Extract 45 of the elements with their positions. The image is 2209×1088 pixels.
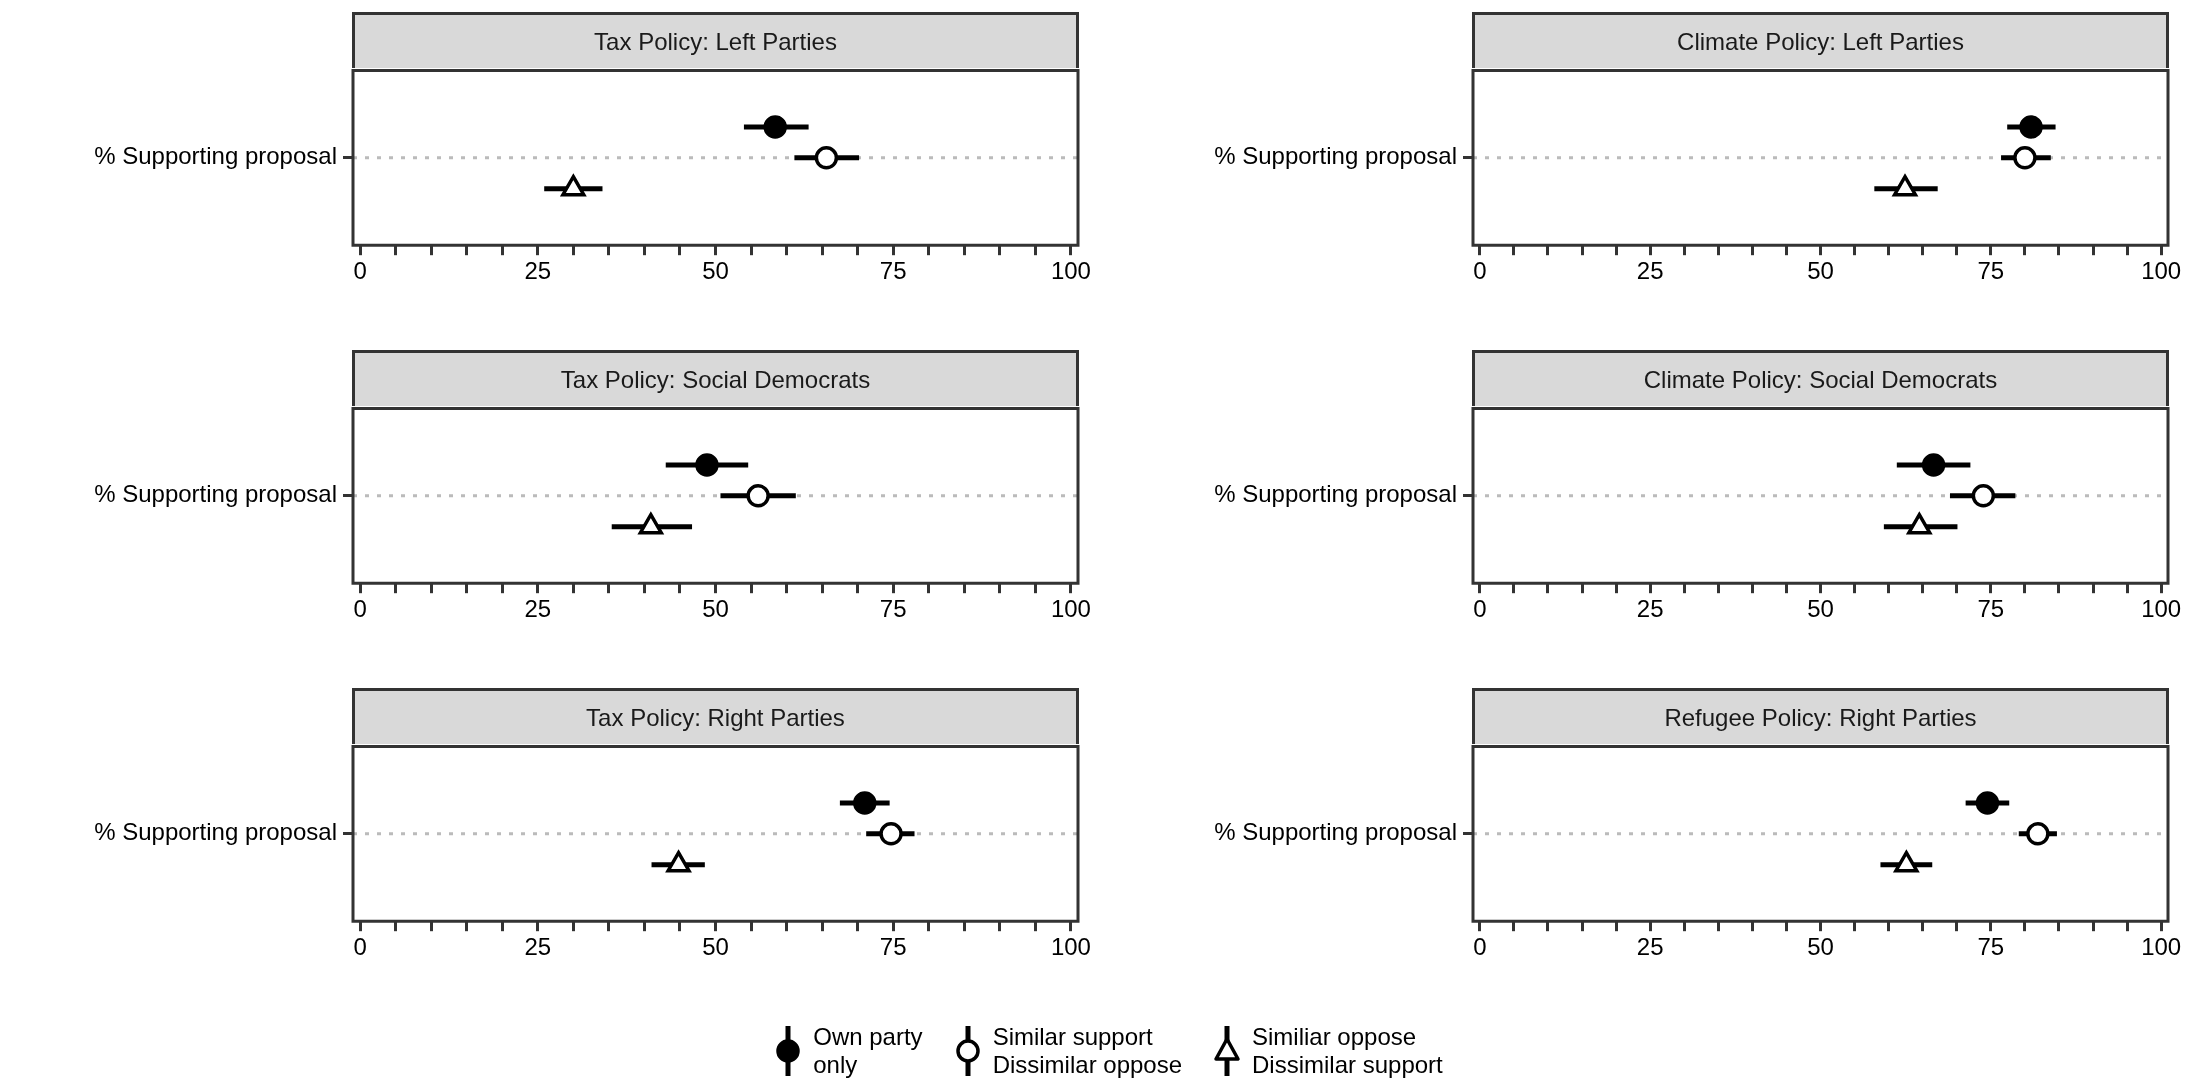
x-tick-label: 50 xyxy=(1807,933,1834,961)
chart-title: Refugee Policy: Right Parties xyxy=(1472,688,2169,744)
x-tick-label: 75 xyxy=(879,257,907,285)
x-tick-label: 0 xyxy=(1473,595,1487,623)
x-tick-label: 25 xyxy=(524,595,552,623)
x-tick-label: 100 xyxy=(1050,933,1091,961)
x-tick-label: 75 xyxy=(1977,933,2005,961)
x-tick-label: 25 xyxy=(524,933,552,961)
x-tick-label: 100 xyxy=(2141,933,2182,961)
chart-title: Climate Policy: Left Parties xyxy=(1472,12,2169,68)
x-tick-label: 25 xyxy=(1636,257,1664,285)
x-tick-label: 50 xyxy=(702,933,729,961)
x-tick-label: 50 xyxy=(702,595,729,623)
x-tick-label: 0 xyxy=(353,595,367,623)
y-tick-label: % Supporting proposal xyxy=(94,818,337,846)
legend-label: Own party only xyxy=(813,1023,923,1079)
x-tick-label: 75 xyxy=(1977,257,2005,285)
x-tick-label: 75 xyxy=(1977,595,2005,623)
x-tick-label: 100 xyxy=(2141,257,2182,285)
chart-title: Climate Policy: Social Democrats xyxy=(1472,350,2169,406)
y-tick-label: % Supporting proposal xyxy=(1214,818,1457,846)
x-tick-label: 25 xyxy=(1636,933,1664,961)
y-tick-label: % Supporting proposal xyxy=(94,142,337,170)
chart-title: Tax Policy: Social Democrats xyxy=(352,350,1079,406)
x-tick-label: 75 xyxy=(879,933,907,961)
chart-title: Tax Policy: Left Parties xyxy=(352,12,1079,68)
chart-title: Tax Policy: Right Parties xyxy=(352,688,1079,744)
x-tick-label: 0 xyxy=(1473,933,1487,961)
y-tick-label: % Supporting proposal xyxy=(1214,142,1457,170)
y-tick-label: % Supporting proposal xyxy=(94,480,337,508)
x-tick-label: 50 xyxy=(1807,595,1834,623)
x-tick-label: 100 xyxy=(2141,595,2182,623)
x-tick-label: 100 xyxy=(1050,595,1091,623)
x-tick-label: 50 xyxy=(702,257,729,285)
x-tick-label: 25 xyxy=(1636,595,1664,623)
x-tick-label: 75 xyxy=(879,595,907,623)
y-tick-label: % Supporting proposal xyxy=(1214,480,1457,508)
legend-label: Similar support Dissimilar oppose xyxy=(992,1023,1183,1079)
x-tick-label: 0 xyxy=(353,257,367,285)
legend-label: Similiar oppose Dissimilar support xyxy=(1252,1023,1443,1079)
x-tick-label: 0 xyxy=(353,933,367,961)
x-tick-label: 100 xyxy=(1050,257,1091,285)
x-tick-label: 25 xyxy=(524,257,552,285)
x-tick-label: 50 xyxy=(1807,257,1834,285)
x-tick-label: 0 xyxy=(1473,257,1487,285)
